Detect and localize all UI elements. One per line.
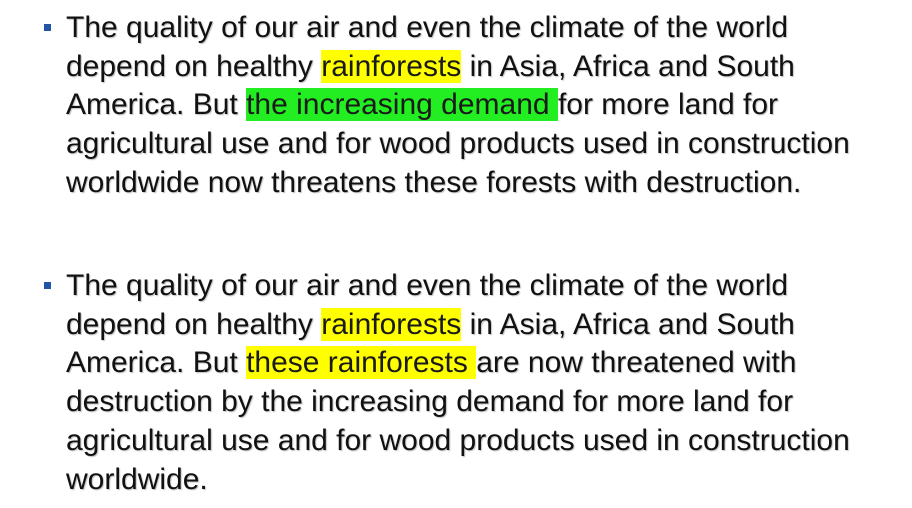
text-segment: for more land for agricultural use and f… xyxy=(66,88,850,199)
text-segment: The quality of our air and even the clim… xyxy=(66,11,789,83)
text-segment: in Asia, Africa and South America. But xyxy=(66,307,795,380)
highlighted-increasing-demand: the increasing demand xyxy=(246,88,558,122)
square-bullet-icon xyxy=(44,24,51,31)
highlighted-these-rainforests: these rainforests xyxy=(246,346,477,380)
text-segment: are now threatened with destruction by t… xyxy=(66,346,850,496)
bullet-paragraph-1: The quality of our air and even the clim… xyxy=(44,9,896,203)
text-segment: in Asia, Africa and South America. But xyxy=(66,49,795,122)
bullet-paragraph-2: The quality of our air and even the clim… xyxy=(44,267,896,499)
paragraph-text: The quality of our air and even the clim… xyxy=(66,267,896,499)
highlighted-rainforests: rainforests xyxy=(321,307,462,341)
highlighted-rainforests: rainforests xyxy=(321,49,462,83)
paragraph-text: The quality of our air and even the clim… xyxy=(66,9,896,203)
text-segment: The quality of our air and even the clim… xyxy=(66,269,789,341)
square-bullet-icon xyxy=(44,282,51,289)
